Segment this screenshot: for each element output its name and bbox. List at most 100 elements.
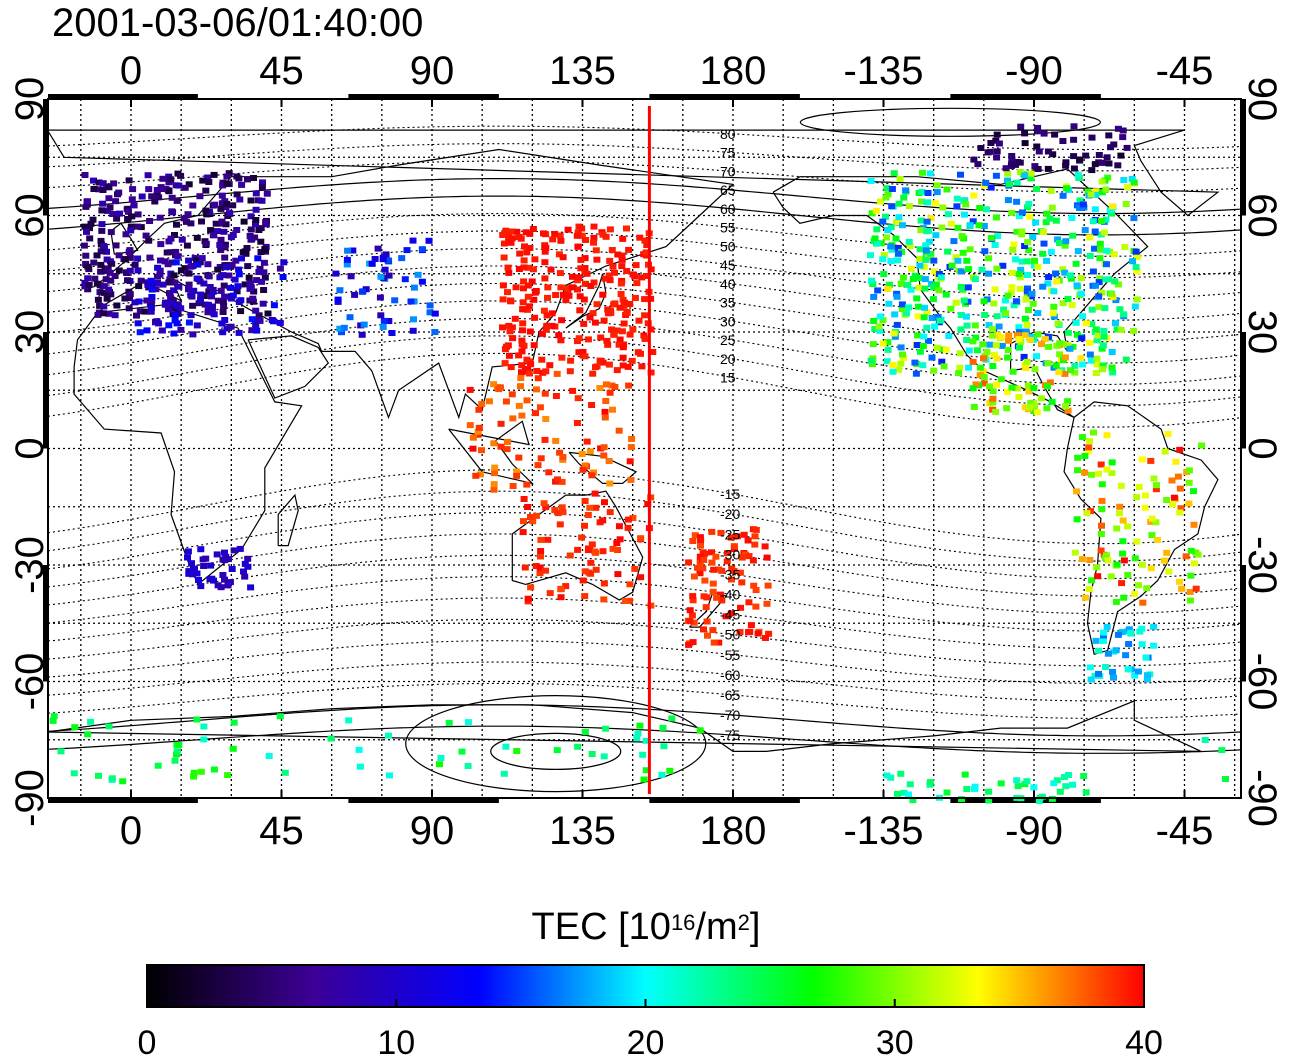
mag-lat-label: -25: [720, 526, 740, 542]
tec-cell: [1031, 257, 1038, 264]
tec-cell: [985, 788, 993, 795]
tec-cell: [997, 780, 1005, 787]
tec-cell: [134, 255, 142, 262]
tec-cell: [214, 266, 222, 273]
tec-cell: [997, 334, 1005, 341]
tec-cell: [1079, 313, 1087, 320]
tec-cell: [1086, 234, 1094, 241]
tec-cell: [603, 337, 611, 344]
tec-cell: [1135, 483, 1143, 490]
tec-cell: [583, 270, 591, 277]
tec-cell: [999, 262, 1007, 269]
tec-cell: [879, 218, 887, 225]
tec-cell: [1134, 668, 1142, 675]
tec-cell: [569, 387, 577, 394]
left-lat-tick-label: -90: [8, 769, 52, 827]
tec-cell: [538, 356, 546, 363]
tec-cell: [1014, 783, 1022, 790]
tec-cell: [177, 305, 185, 312]
tec-cell: [164, 261, 172, 268]
tec-cell: [1103, 154, 1111, 161]
tec-cell: [1079, 434, 1086, 441]
tec-cell: [867, 357, 875, 364]
tec-cell: [879, 340, 887, 347]
tec-cell: [547, 266, 555, 273]
tec-cell: [973, 347, 981, 354]
tec-cell: [183, 242, 191, 249]
tec-cell: [223, 173, 231, 180]
tec-cell: [159, 186, 167, 192]
tec-cell: [1116, 503, 1124, 510]
tec-cell: [184, 554, 191, 561]
tec-cell: [966, 222, 974, 229]
tec-cell: [469, 445, 477, 452]
tec-cell: [1008, 160, 1016, 167]
colorbar-title-exponent: 16: [670, 910, 696, 935]
tec-cell: [940, 363, 948, 370]
tec-cell: [762, 635, 769, 641]
tec-cell: [127, 227, 135, 234]
tec-cell: [704, 632, 711, 639]
tec-cell: [1050, 780, 1058, 787]
tec-cell: [613, 327, 621, 334]
tec-cell: [868, 210, 876, 217]
tec-cell: [586, 504, 594, 511]
tec-cell: [1071, 369, 1079, 376]
frame-band-left: [43, 99, 48, 216]
tec-cell: [636, 234, 644, 241]
tec-cell: [1120, 177, 1128, 183]
tec-cell: [765, 630, 773, 637]
tec-cell: [590, 223, 598, 230]
tec-cell: [1163, 549, 1171, 556]
tec-cell: [122, 231, 130, 238]
tec-cell: [1118, 580, 1126, 587]
tec-cell: [980, 374, 988, 381]
tec-cell: [218, 320, 226, 327]
tec-cell: [565, 292, 573, 299]
tec-cell: [1022, 365, 1030, 372]
tec-cell: [1077, 355, 1085, 362]
tec-cell: [1124, 523, 1132, 530]
tec-cell: [893, 293, 901, 300]
tec-cell: [1091, 282, 1099, 289]
tec-cell: [601, 275, 609, 282]
tec-cell: [578, 225, 586, 232]
tec-cell: [747, 622, 755, 629]
tec-cell: [1130, 179, 1138, 186]
tec-cell: [1015, 271, 1023, 278]
tec-cell: [723, 558, 731, 565]
tec-cell: [491, 470, 498, 477]
tec-cell: [924, 190, 932, 196]
tec-cell: [562, 297, 570, 304]
tec-cell: [574, 546, 582, 553]
tec-cell: [1107, 210, 1115, 217]
tec-cell: [581, 255, 589, 262]
tec-cell: [981, 248, 989, 255]
tec-cell: [987, 184, 995, 191]
tec-cell: [1112, 647, 1120, 654]
tec-cell: [1021, 172, 1029, 179]
tec-cell: [233, 191, 241, 198]
tec-cell: [624, 363, 632, 370]
tec-cell: [913, 342, 921, 348]
tec-cell: [358, 288, 366, 295]
tec-cell: [70, 770, 78, 777]
tec-cell: [167, 235, 175, 242]
tec-cell: [464, 719, 472, 726]
tec-cell: [249, 295, 257, 302]
tec-cell: [212, 220, 220, 227]
tec-cell: [633, 280, 641, 287]
tec-cell: [409, 327, 417, 334]
tec-cell: [736, 629, 744, 635]
tec-cell: [882, 194, 890, 201]
tec-cell: [208, 293, 215, 300]
coastline-outline: [47, 700, 1202, 752]
coastline-outline: [1063, 401, 1219, 656]
tec-cell: [1073, 488, 1081, 495]
tec-cell: [1119, 538, 1127, 545]
tec-cell: [611, 384, 619, 390]
tec-cell: [957, 268, 965, 275]
tec-cell: [513, 472, 521, 479]
tec-cell: [124, 216, 132, 222]
tec-cell: [250, 288, 258, 295]
